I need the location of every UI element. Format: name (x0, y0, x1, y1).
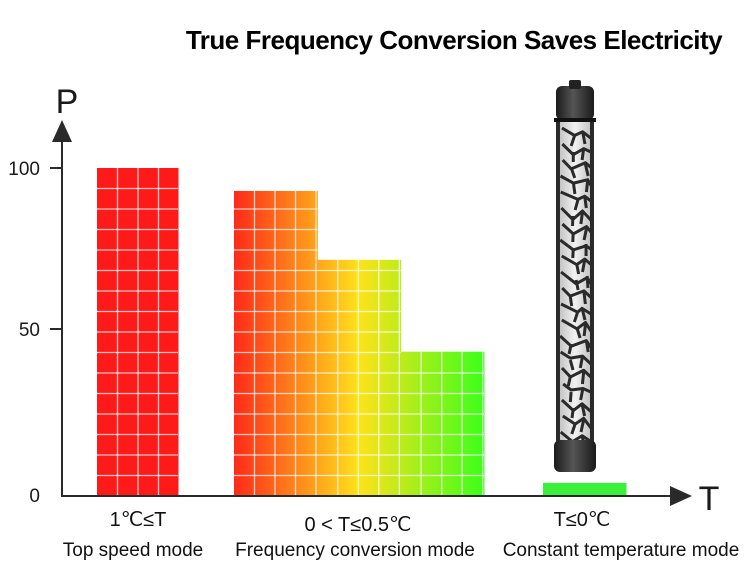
bar-grid (97, 168, 178, 496)
mode-label-constant: Constant temperature mode (503, 540, 740, 561)
chart-title: True Frequency Conversion Saves Electric… (186, 25, 723, 55)
bar-constant-0 (543, 482, 627, 496)
condition-label-frequency: 0 < T≤0.5℃ (304, 514, 411, 536)
x-axis-arrow-icon (670, 486, 692, 506)
bar-grid (317, 259, 401, 496)
bar-frequency-1 (317, 259, 402, 496)
mode-label-top-speed: Top speed mode (63, 540, 204, 561)
y-axis-label: P (56, 83, 79, 121)
bars-layer (97, 168, 627, 496)
bar-frequency-2 (400, 351, 485, 496)
bar-grid (400, 351, 484, 496)
y-tick-label: 0 (29, 486, 40, 507)
bar-frequency-0 (234, 190, 318, 496)
y-tick-label: 100 (8, 159, 40, 180)
bar-grid (234, 190, 318, 496)
condition-label-top-speed: 1℃≤T (110, 509, 167, 531)
y-axis-arrow-icon (52, 120, 72, 142)
aquarium-heater-icon (554, 80, 596, 472)
x-axis-label: T (699, 480, 720, 518)
axes (50, 120, 692, 506)
y-tick-label: 50 (19, 320, 40, 341)
mode-label-frequency: Frequency conversion mode (235, 540, 475, 561)
condition-label-constant: T≤0℃ (554, 509, 611, 531)
